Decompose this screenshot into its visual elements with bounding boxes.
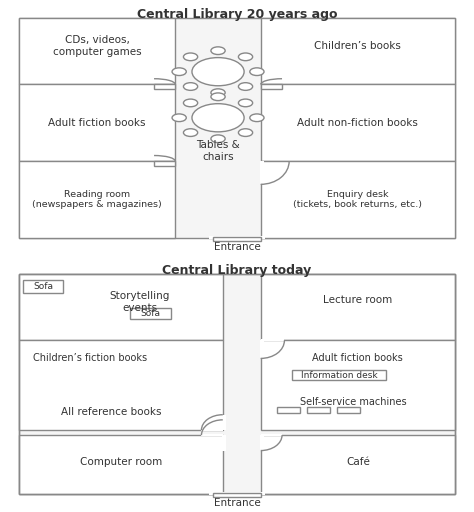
Bar [337, 407, 360, 414]
Text: All reference books: All reference books [61, 407, 162, 417]
Bar [261, 435, 455, 494]
Bar [130, 308, 171, 318]
Bar [209, 492, 265, 496]
Circle shape [183, 99, 198, 107]
Circle shape [172, 68, 186, 75]
Circle shape [211, 135, 225, 142]
Bar [261, 340, 455, 430]
Text: Entrance: Entrance [214, 498, 260, 508]
Bar [261, 84, 455, 161]
Circle shape [211, 47, 225, 55]
Text: Lecture room: Lecture room [323, 294, 392, 305]
Text: Children’s books: Children’s books [314, 41, 401, 51]
Bar [260, 340, 264, 358]
Bar [19, 274, 455, 494]
Text: Self-service machines: Self-service machines [300, 397, 406, 407]
Text: Adult fiction books: Adult fiction books [48, 118, 146, 128]
Circle shape [238, 99, 253, 107]
Bar [19, 161, 175, 238]
Bar [261, 434, 282, 436]
Bar [307, 407, 330, 414]
Text: Storytelling
events: Storytelling events [109, 291, 170, 313]
Circle shape [172, 114, 186, 121]
Bar [19, 18, 455, 238]
Circle shape [238, 53, 253, 61]
Text: Entrance: Entrance [214, 242, 260, 252]
Text: Adult non-fiction books: Adult non-fiction books [297, 118, 419, 128]
Circle shape [183, 53, 198, 61]
Circle shape [192, 103, 244, 132]
Bar [292, 371, 386, 380]
Circle shape [192, 58, 244, 86]
Circle shape [211, 93, 225, 100]
Text: Information desk: Information desk [301, 371, 377, 380]
Circle shape [238, 129, 253, 136]
Bar [209, 236, 265, 240]
Bar [19, 274, 223, 340]
Bar [19, 274, 455, 494]
Bar [201, 434, 223, 436]
Bar [261, 274, 455, 340]
Bar [261, 84, 282, 89]
Circle shape [250, 68, 264, 75]
Text: Tables &
chairs: Tables & chairs [196, 140, 240, 162]
Bar [260, 161, 264, 184]
Bar [19, 18, 175, 84]
Bar [19, 84, 175, 161]
Text: Café: Café [346, 457, 370, 467]
Text: Central Library today: Central Library today [163, 264, 311, 276]
Text: Sofa: Sofa [140, 309, 161, 318]
Bar [222, 435, 226, 451]
Bar [261, 339, 284, 341]
Text: CDs, videos,
computer games: CDs, videos, computer games [53, 35, 141, 57]
Circle shape [211, 89, 225, 96]
Text: Central Library 20 years ago: Central Library 20 years ago [137, 8, 337, 20]
Bar [201, 429, 223, 431]
Bar [260, 435, 264, 451]
Circle shape [250, 114, 264, 121]
Bar [23, 281, 63, 293]
Bar [154, 161, 175, 166]
Bar [222, 415, 226, 430]
Bar [19, 340, 223, 430]
Bar [261, 161, 455, 238]
Circle shape [183, 82, 198, 90]
Bar [154, 84, 175, 89]
Text: Reading room
(newspapers & magazines): Reading room (newspapers & magazines) [32, 190, 162, 209]
Circle shape [183, 129, 198, 136]
Text: Children’s fiction books: Children’s fiction books [33, 353, 147, 364]
Bar [213, 237, 261, 241]
Text: Enquiry desk
(tickets, book returns, etc.): Enquiry desk (tickets, book returns, etc… [293, 190, 422, 209]
Bar [19, 435, 223, 494]
Text: Computer room: Computer room [80, 457, 162, 467]
Text: Adult fiction books: Adult fiction books [312, 353, 403, 364]
Bar [213, 493, 261, 497]
Text: Sofa: Sofa [33, 282, 53, 291]
Circle shape [238, 82, 253, 90]
Bar [277, 407, 300, 414]
Bar [261, 18, 455, 84]
